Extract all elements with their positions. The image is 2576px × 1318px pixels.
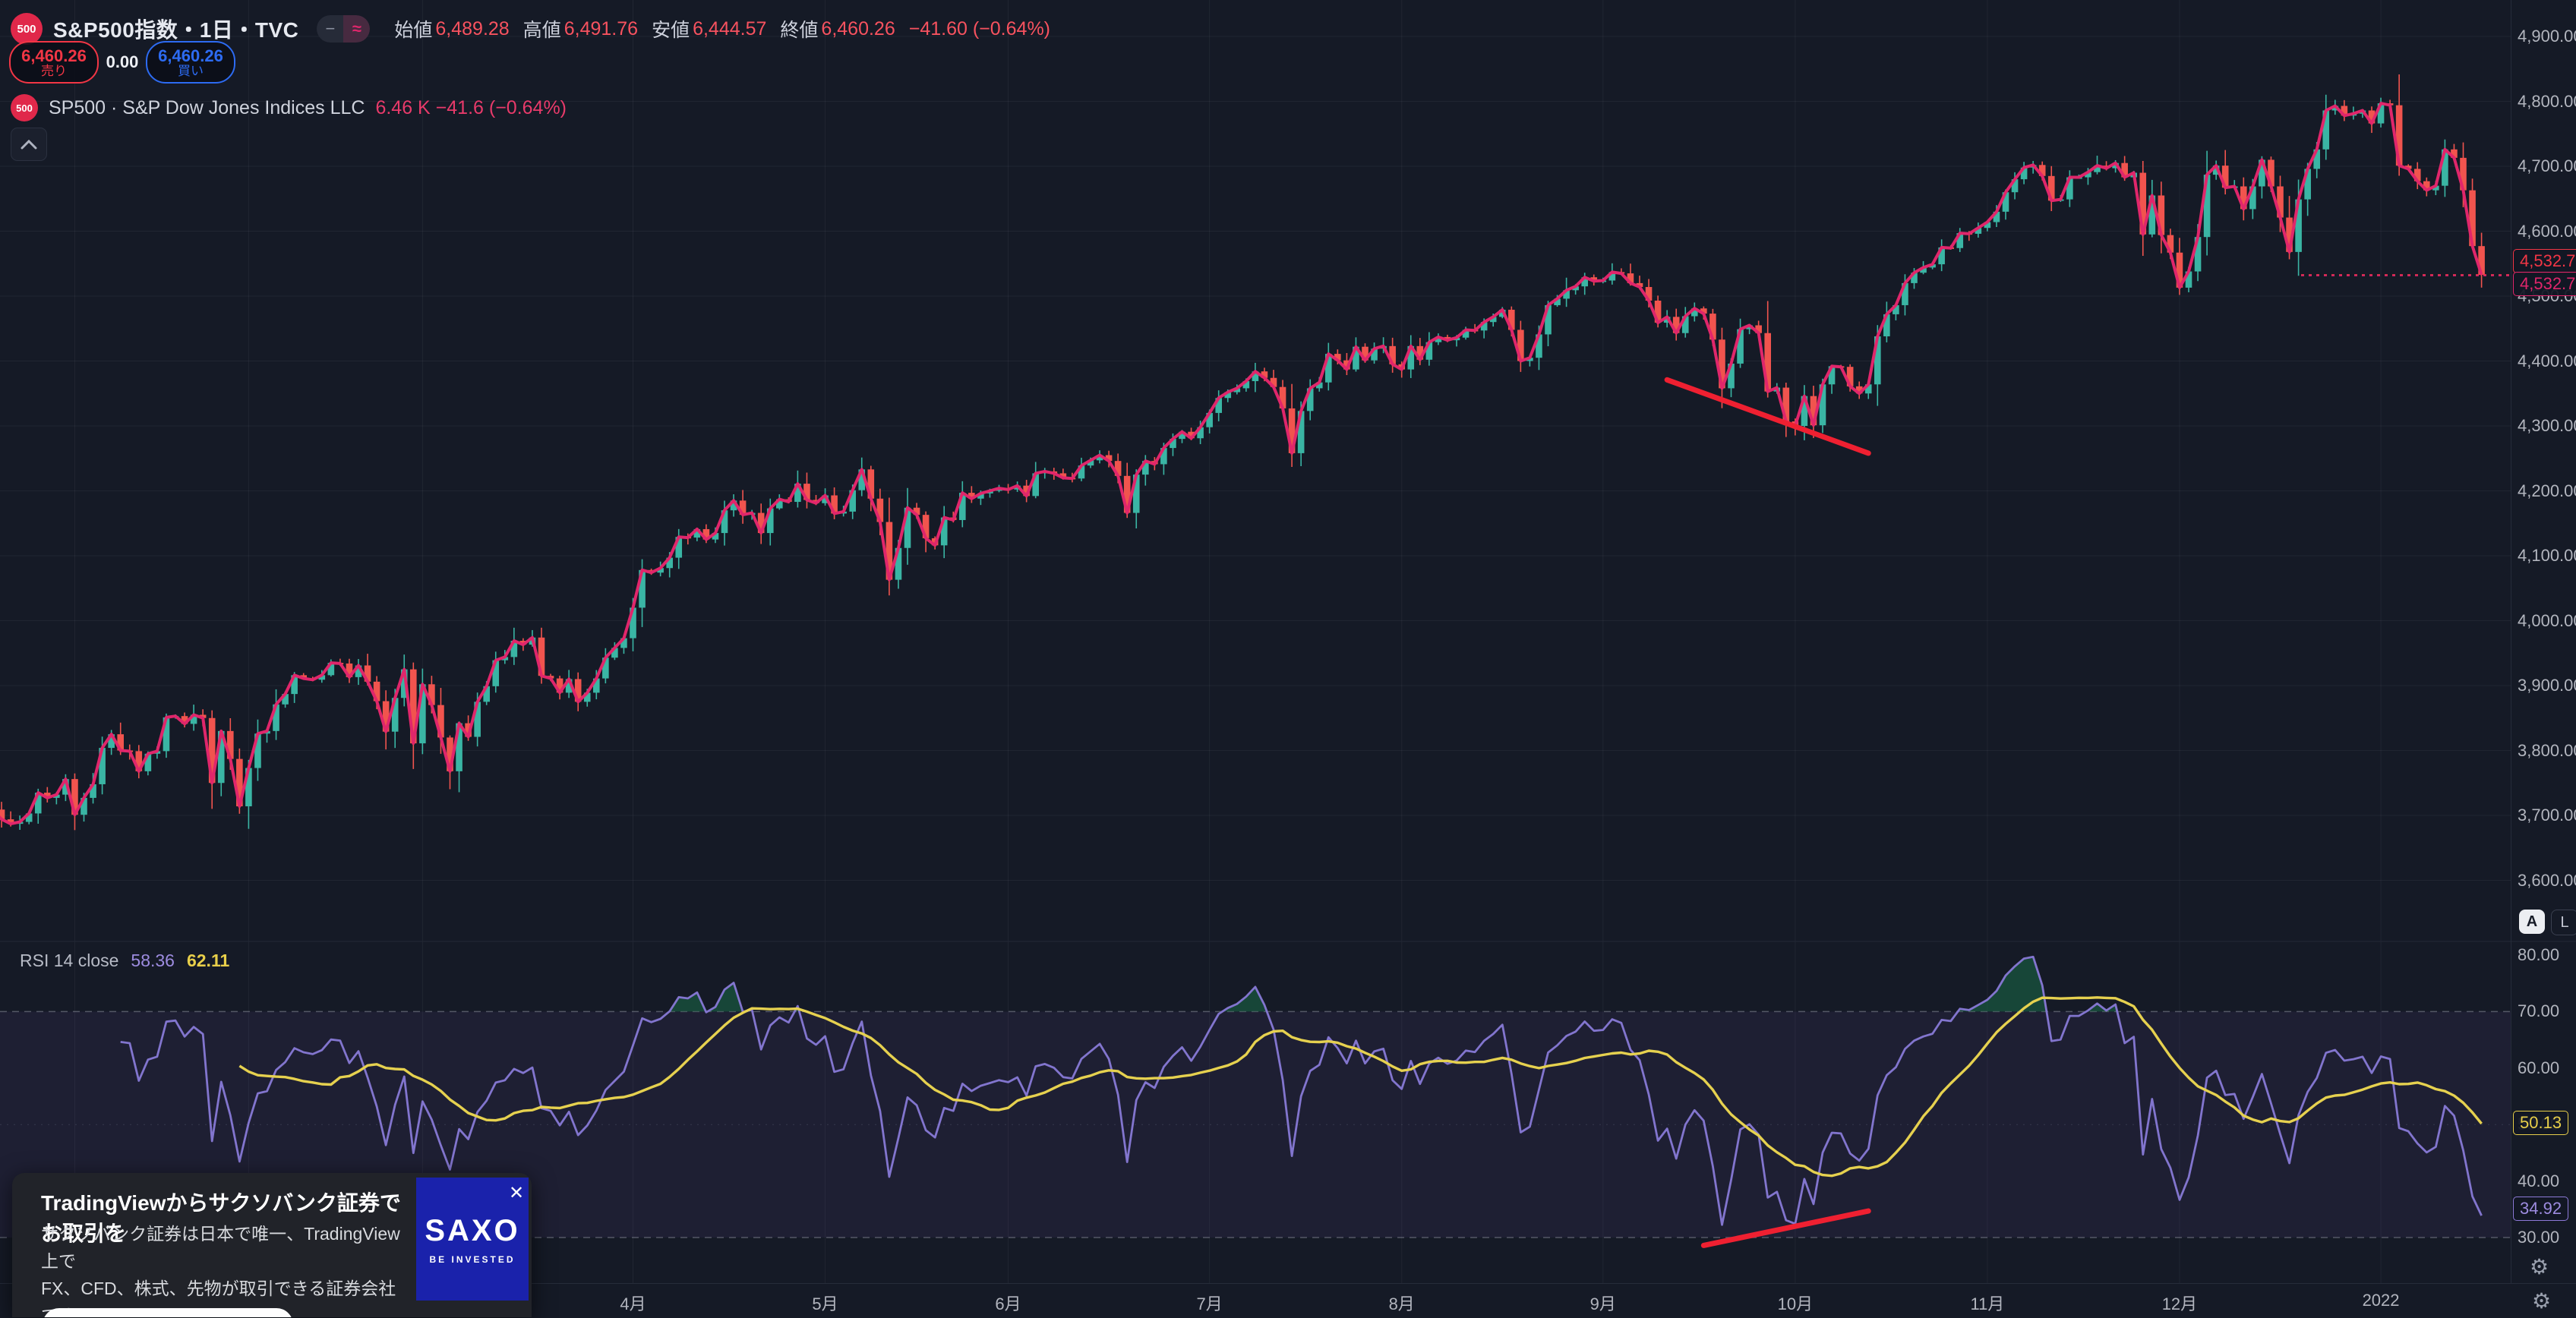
ad-title: TradingViewからサクソバンク証券でお取引を [41, 1191, 401, 1245]
sell-button[interactable]: 6,460.26 売り [9, 41, 99, 84]
price-tick-label: 4,800.00 [2518, 91, 2576, 111]
open-label: 始値 [394, 20, 433, 41]
saxo-logo: SAXO BE INVESTED [416, 1178, 529, 1301]
price-tick-label: 4,700.00 [2518, 156, 2576, 175]
price-tick-label: 3,700.00 [2518, 806, 2576, 825]
overlay-legend-row: 500 SP500 · S&P Dow Jones Indices LLC 6.… [11, 91, 567, 125]
overlay-logo-badge: 500 [11, 94, 38, 121]
saxo-logo-text: SAXO [425, 1213, 520, 1247]
broker-ad-popup[interactable]: TradingViewからサクソバンク証券でお取引を サクソバンク証券は日本で唯… [12, 1173, 532, 1317]
price-tick-label: 4,200.00 [2518, 481, 2576, 500]
log-scale-button[interactable]: L [2551, 910, 2576, 935]
rsi-settings-gear-icon[interactable]: ⚙ [2530, 1255, 2549, 1279]
time-axis-month-label: 12月 [2161, 1294, 2198, 1313]
ad-cta-button[interactable] [43, 1308, 293, 1317]
symbol-title[interactable]: S&P500指数・1日・TVC [53, 18, 299, 42]
time-axis-month-label: 11月 [1970, 1294, 2005, 1313]
rsi-tick-label: 30.00 [2518, 1228, 2560, 1247]
time-axis-month-label: 9月 [1589, 1294, 1616, 1313]
collapse-legend-button[interactable] [11, 128, 47, 161]
low-value: 6,444.57 [693, 17, 767, 39]
chevron-up-icon [21, 139, 37, 150]
rsi-legend-row: RSI 14 close 58.36 62.11 [20, 951, 229, 971]
symbol-logo-badge: 500 [11, 13, 43, 45]
overlay-symbol[interactable]: SP500 · S&P Dow Jones Indices LLC [49, 96, 365, 118]
price-axis[interactable]: 4,900.004,800.004,700.004,600.004,500.00… [2511, 0, 2576, 1283]
ad-body-line: サクソバンク証券は日本で唯一、TradingView上で [41, 1224, 400, 1271]
rsi-value-purple: 58.36 [131, 951, 175, 970]
price-tick-label: 3,900.00 [2518, 676, 2576, 695]
open-value: 6,489.28 [435, 17, 510, 39]
auto-scale-button[interactable]: A [2519, 910, 2545, 934]
price-tick-label: 4,400.00 [2518, 351, 2576, 370]
rsi-value-yellow: 62.11 [186, 951, 230, 970]
buy-price: 6,460.26 [158, 46, 223, 65]
sell-label: 売り [41, 63, 67, 78]
low-label: 安値 [652, 20, 690, 41]
buy-label: 買い [178, 63, 204, 78]
trade-buttons: 6,460.26 売り 0.00 6,460.26 買い [9, 41, 235, 84]
ad-close-icon[interactable]: ✕ [508, 1182, 525, 1203]
last-price-label-pink: 4,532.76 [2513, 271, 2576, 296]
ohlc-values: 始値 6,489.28 高値 6,491.76 安値 6,444.57 終値 6,460… [394, 15, 1050, 43]
price-tick-label: 4,000.00 [2518, 610, 2576, 630]
symbol-legend-row: 500 S&P500指数・1日・TVC − ≈ 始値 6,489.28 高値 6,4… [11, 11, 1050, 47]
time-axis-month-label: 8月 [1388, 1294, 1415, 1313]
price-tick-label: 4,900.00 [2518, 27, 2576, 46]
spread-value: 0.00 [106, 52, 139, 71]
rsi-tick-label: 80.00 [2518, 945, 2560, 964]
time-axis-month-label: 4月 [620, 1294, 646, 1313]
time-axis-month-label: 6月 [995, 1294, 1021, 1313]
rsi-tick-label: 60.00 [2518, 1058, 2560, 1077]
overlay-value: 6.46 K −41.6 (−0.64%) [375, 96, 567, 118]
sell-price: 6,460.26 [21, 46, 87, 65]
rsi-last-label: 34.92 [2513, 1197, 2569, 1222]
scale-mode-buttons: A L [2519, 910, 2576, 935]
time-axis-month-label: 7月 [1196, 1294, 1223, 1313]
saxo-tagline: BE INVESTED [429, 1253, 516, 1265]
price-tick-label: 3,600.00 [2518, 870, 2576, 890]
rsi-tick-label: 70.00 [2518, 1001, 2560, 1021]
high-label: 高値 [522, 20, 561, 41]
time-axis-settings-icon[interactable]: ⚙ [2532, 1289, 2552, 1313]
legend-display-toggle[interactable]: − ≈ [317, 15, 371, 43]
approx-toggle-icon[interactable]: ≈ [343, 15, 371, 43]
rsi-tick-label: 40.00 [2518, 1171, 2560, 1190]
close-value: 6,460.26 [821, 17, 895, 39]
dash-toggle-icon[interactable]: − [325, 19, 336, 38]
price-tick-label: 4,300.00 [2518, 416, 2576, 435]
close-label: 終値 [780, 20, 819, 41]
buy-button[interactable]: 6,460.26 買い [146, 41, 235, 84]
rsi-ma-label: 50.13 [2513, 1111, 2569, 1136]
time-axis-month-label: 10月 [1777, 1294, 1814, 1313]
price-tick-label: 4,100.00 [2518, 546, 2576, 565]
price-tick-label: 4,600.00 [2518, 221, 2576, 241]
time-axis-month-label: 5月 [812, 1294, 838, 1313]
time-axis-month-label: 2022 [2362, 1291, 2400, 1310]
change-value: −41.60 (−0.64%) [908, 17, 1050, 39]
rsi-indicator-title[interactable]: RSI 14 close [20, 951, 119, 970]
ad-body: サクソバンク証券は日本で唯一、TradingView上で FX、CFD、株式、先… [41, 1220, 406, 1317]
high-value: 6,491.76 [564, 17, 639, 39]
last-price-label-red: 4,532.77 [2513, 248, 2576, 273]
price-tick-label: 3,800.00 [2518, 740, 2576, 760]
